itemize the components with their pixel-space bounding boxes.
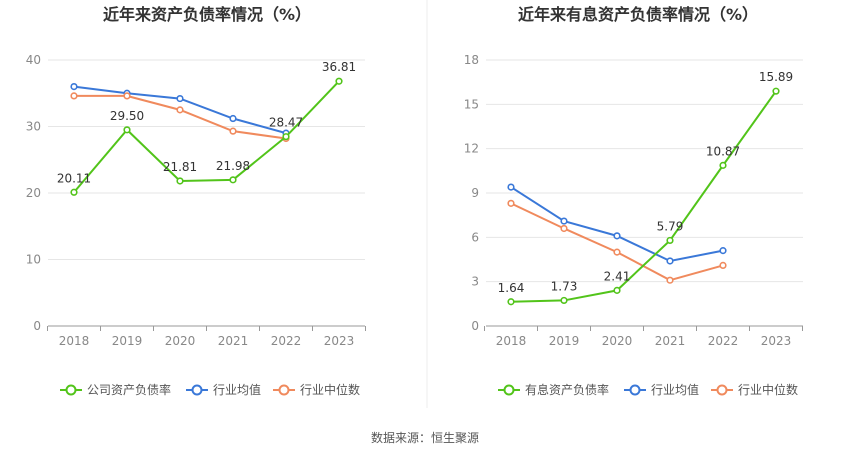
data-point: [719, 161, 727, 169]
series-line: [510, 90, 777, 303]
data-point: [229, 114, 237, 123]
data-point: [70, 82, 78, 91]
chart-title: 近年来资产负债率情况（%）: [103, 5, 311, 24]
data-point: [613, 286, 621, 294]
y-tick-label: 9: [471, 186, 479, 200]
data-point: [719, 261, 727, 270]
y-tick-label: 3: [471, 275, 479, 289]
data-point: [666, 257, 674, 265]
y-tick-label: 15: [464, 97, 479, 111]
data-label: 5.79: [657, 219, 684, 233]
y-tick-label: 20: [26, 186, 41, 200]
y-tick-label: 6: [471, 230, 479, 244]
legend-marker: [191, 384, 203, 396]
data-point: [560, 217, 568, 225]
y-tick-label: 30: [26, 120, 41, 134]
x-tick-label: 2020: [165, 334, 196, 348]
legend-marker: [629, 384, 641, 396]
data-label: 1.73: [551, 279, 578, 293]
series-line: [73, 80, 340, 193]
y-tick-label: 18: [464, 53, 479, 67]
data-point: [507, 183, 515, 191]
x-tick-label: 2021: [655, 334, 686, 348]
data-point: [507, 199, 515, 207]
x-tick-label: 2021: [218, 334, 249, 348]
legend-label: 行业中位数: [300, 382, 360, 397]
data-label: 36.81: [322, 60, 356, 74]
data-point: [560, 296, 568, 305]
x-tick-label: 2018: [59, 334, 90, 348]
x-tick-label: 2023: [761, 334, 792, 348]
data-label: 10.87: [706, 144, 740, 158]
y-tick-label: 12: [464, 142, 479, 156]
data-point: [613, 248, 621, 256]
y-tick-label: 0: [33, 319, 41, 333]
x-tick-label: 2022: [708, 334, 739, 348]
legend-label: 行业均值: [651, 382, 699, 397]
data-label: 2.41: [604, 269, 631, 283]
y-tick-label: 0: [471, 319, 479, 333]
y-tick-label: 10: [26, 253, 41, 267]
x-tick-label: 2022: [271, 334, 302, 348]
data-point: [560, 224, 568, 233]
data-point: [70, 92, 78, 100]
data-point: [772, 87, 780, 95]
data-label: 20.11: [57, 171, 91, 185]
data-point: [282, 133, 290, 141]
data-point: [229, 127, 237, 135]
series-line: [74, 94, 287, 140]
legend-label: 行业均值: [213, 382, 261, 397]
data-point: [176, 177, 184, 185]
source-note: 数据来源：恒生聚源: [370, 431, 479, 445]
x-tick-label: 2023: [324, 334, 355, 348]
legend-label: 公司资产负债率: [87, 382, 171, 397]
data-point: [666, 276, 674, 284]
chart-title: 近年来有息资产负债率情况（%）: [518, 5, 758, 24]
data-point: [335, 77, 343, 85]
data-label: 21.81: [163, 160, 197, 174]
data-label: 1.64: [498, 281, 525, 295]
legend-label: 有息资产负债率: [525, 382, 609, 397]
x-tick-label: 2020: [602, 334, 633, 348]
legend-marker: [278, 384, 290, 396]
data-label: 21.98: [216, 159, 250, 173]
data-point: [507, 298, 515, 306]
data-label: 29.50: [110, 109, 144, 123]
data-label: 28.47: [269, 116, 303, 130]
data-point: [176, 94, 184, 103]
y-tick-label: 40: [26, 53, 41, 67]
data-point: [123, 126, 131, 134]
x-tick-label: 2019: [112, 334, 143, 348]
legend-marker: [503, 384, 515, 396]
x-tick-label: 2019: [549, 334, 580, 348]
data-label: 15.89: [759, 70, 793, 84]
data-point: [176, 106, 184, 114]
legend-marker: [65, 384, 77, 396]
legend-marker: [716, 384, 728, 396]
data-point: [666, 236, 674, 245]
data-point: [229, 176, 237, 184]
legend-label: 行业中位数: [738, 382, 798, 397]
x-tick-label: 2018: [496, 334, 527, 348]
data-point: [719, 247, 727, 255]
data-point: [123, 92, 131, 100]
data-point: [613, 232, 621, 240]
data-point: [70, 188, 78, 196]
